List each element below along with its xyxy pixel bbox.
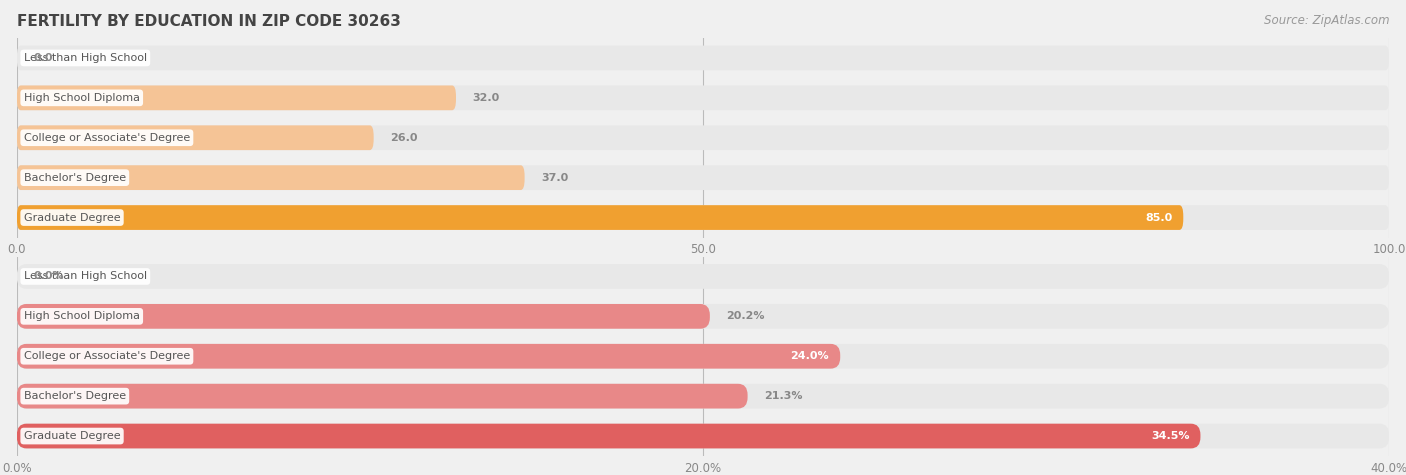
FancyBboxPatch shape xyxy=(17,304,1389,329)
FancyBboxPatch shape xyxy=(17,165,524,190)
FancyBboxPatch shape xyxy=(17,424,1389,448)
FancyBboxPatch shape xyxy=(17,205,1389,230)
FancyBboxPatch shape xyxy=(17,86,456,110)
Text: 34.5%: 34.5% xyxy=(1152,431,1189,441)
Text: Less than High School: Less than High School xyxy=(24,271,146,282)
FancyBboxPatch shape xyxy=(17,264,1389,289)
FancyBboxPatch shape xyxy=(17,165,1389,190)
Text: FERTILITY BY EDUCATION IN ZIP CODE 30263: FERTILITY BY EDUCATION IN ZIP CODE 30263 xyxy=(17,14,401,29)
Text: College or Associate's Degree: College or Associate's Degree xyxy=(24,133,190,143)
FancyBboxPatch shape xyxy=(17,205,1184,230)
Text: Graduate Degree: Graduate Degree xyxy=(24,431,121,441)
FancyBboxPatch shape xyxy=(17,125,374,150)
FancyBboxPatch shape xyxy=(17,384,1389,408)
Text: 21.3%: 21.3% xyxy=(763,391,803,401)
FancyBboxPatch shape xyxy=(17,344,841,369)
Text: Less than High School: Less than High School xyxy=(24,53,146,63)
Text: High School Diploma: High School Diploma xyxy=(24,311,139,322)
Text: College or Associate's Degree: College or Associate's Degree xyxy=(24,351,190,361)
FancyBboxPatch shape xyxy=(17,46,1389,70)
Text: Source: ZipAtlas.com: Source: ZipAtlas.com xyxy=(1264,14,1389,27)
Text: 26.0: 26.0 xyxy=(389,133,418,143)
Text: High School Diploma: High School Diploma xyxy=(24,93,139,103)
Text: 24.0%: 24.0% xyxy=(790,351,830,361)
FancyBboxPatch shape xyxy=(17,304,710,329)
Text: 32.0: 32.0 xyxy=(472,93,499,103)
Text: Bachelor's Degree: Bachelor's Degree xyxy=(24,391,127,401)
Text: 37.0: 37.0 xyxy=(541,172,568,183)
FancyBboxPatch shape xyxy=(17,125,1389,150)
Text: 0.0: 0.0 xyxy=(34,53,53,63)
Text: Bachelor's Degree: Bachelor's Degree xyxy=(24,172,127,183)
Text: Graduate Degree: Graduate Degree xyxy=(24,212,121,223)
Text: 20.2%: 20.2% xyxy=(727,311,765,322)
FancyBboxPatch shape xyxy=(17,344,1389,369)
Text: 0.0%: 0.0% xyxy=(34,271,63,282)
FancyBboxPatch shape xyxy=(17,86,1389,110)
FancyBboxPatch shape xyxy=(17,424,1201,448)
Text: 85.0: 85.0 xyxy=(1144,212,1173,223)
FancyBboxPatch shape xyxy=(17,384,748,408)
